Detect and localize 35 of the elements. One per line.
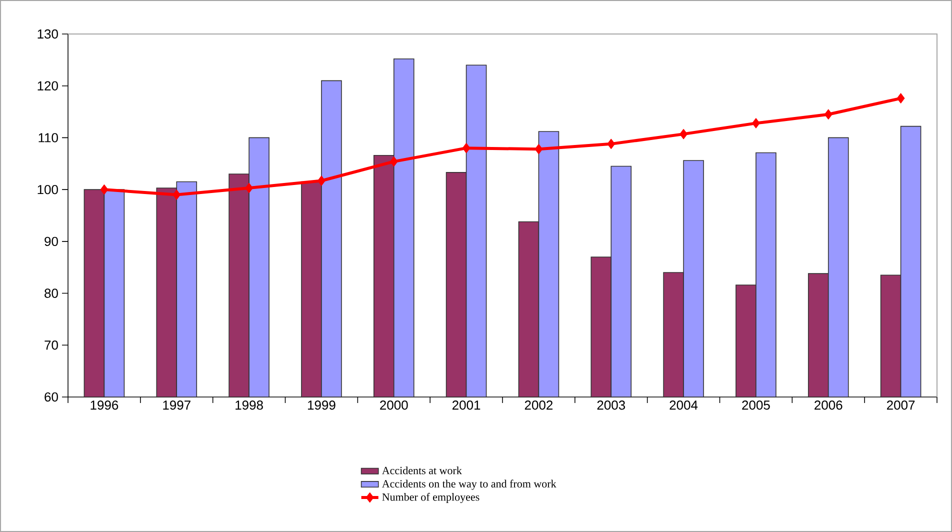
x-tick-label: 2000 [380, 400, 408, 410]
x-tick-label: 2006 [814, 400, 842, 410]
point [462, 142, 470, 154]
point [100, 184, 108, 195]
point [896, 93, 905, 104]
point [245, 182, 254, 194]
legend-label: Accidents on the way to and from work [382, 480, 556, 490]
point [752, 118, 760, 128]
x-tick-label: 2005 [742, 400, 770, 410]
y-tick-label: 80 [44, 288, 58, 298]
y-tick-label: 90 [44, 236, 58, 246]
y-tick-label: 130 [38, 29, 58, 39]
x-tick-label: 2004 [670, 400, 698, 410]
x-tick-label: 1996 [90, 400, 118, 410]
y-tick-label: 70 [44, 340, 58, 350]
y-tick-label: 60 [44, 392, 58, 402]
y-tick-label: 100 [38, 184, 58, 194]
point [317, 175, 326, 186]
y-tick-label: 110 [38, 133, 58, 142]
x-tick-label: 2002 [524, 400, 553, 410]
x-tick-label: 1997 [163, 400, 190, 410]
x-tick-label: 2007 [886, 400, 915, 410]
x-tick-label: 2001 [452, 400, 480, 410]
x-tick-label: 1999 [308, 400, 336, 410]
point [680, 128, 688, 140]
legend-label: Number of employees [382, 492, 480, 504]
y-tick-label: 120 [38, 81, 58, 90]
point [534, 144, 543, 154]
point [390, 156, 398, 167]
point [607, 138, 616, 150]
x-tick-label: 1998 [236, 400, 263, 410]
legend-label: Accidents at work [382, 466, 462, 474]
x-tick-label: 2003 [597, 400, 626, 410]
point [824, 109, 832, 120]
point [172, 189, 181, 200]
